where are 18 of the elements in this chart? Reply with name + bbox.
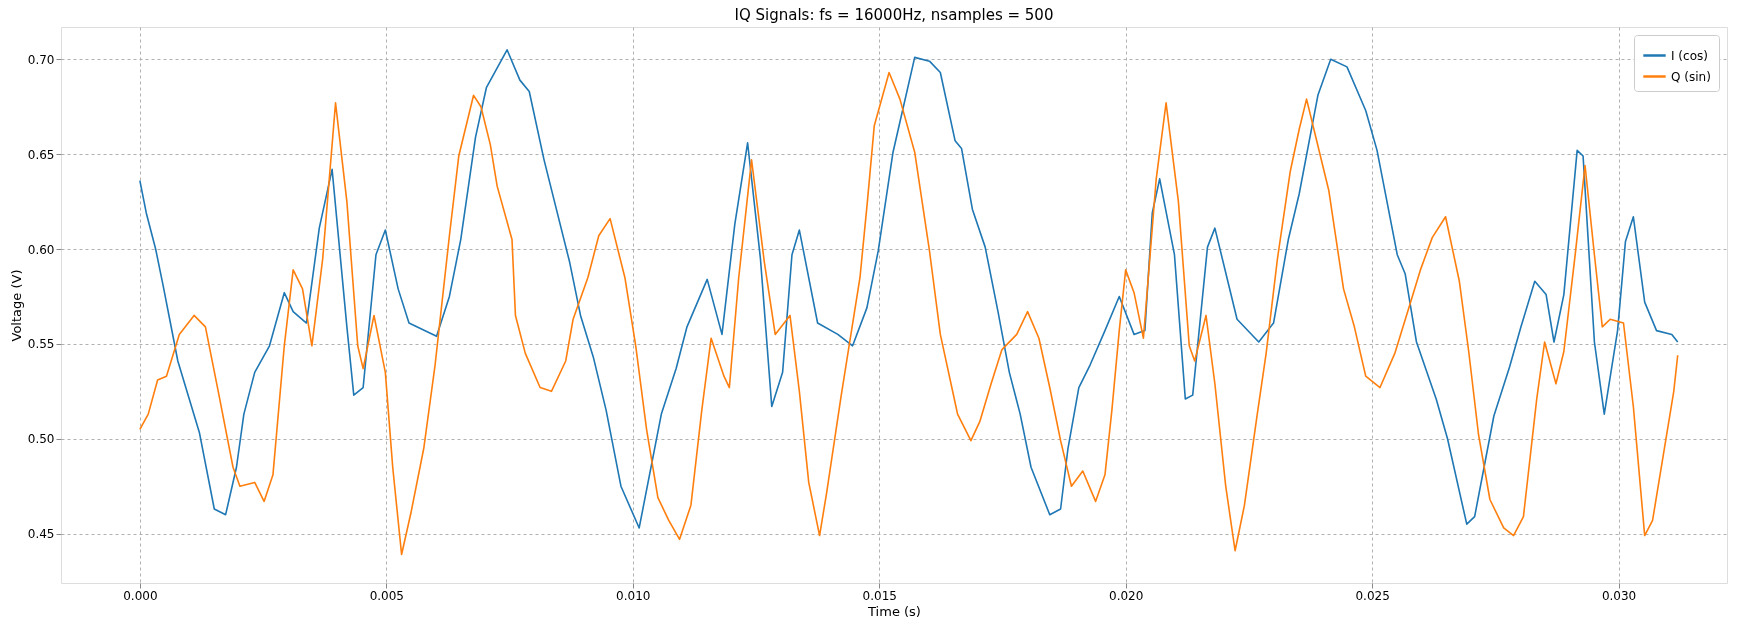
x-axis-title: Time (s) [867, 603, 921, 619]
y-axis-title: Voltage (V) [8, 269, 24, 342]
x-tick-label: 0.015 [862, 588, 897, 603]
legend-label: Q (sin) [1671, 69, 1711, 84]
legend-label: I (cos) [1671, 48, 1708, 63]
x-tick-label: 0.030 [1601, 588, 1637, 603]
x-tick-label: 0.020 [1108, 588, 1144, 603]
chart-title: IQ Signals: fs = 16000Hz, nsamples = 500 [734, 6, 1054, 24]
y-tick-label: 0.60 [27, 242, 55, 257]
x-tick-label: 0.010 [616, 588, 651, 603]
x-tick-label: 0.000 [123, 588, 158, 603]
x-tick-label: 0.005 [369, 588, 404, 603]
x-tick-label: 0.025 [1355, 588, 1390, 603]
y-tick-label: 0.50 [27, 432, 55, 447]
y-tick-label: 0.65 [27, 147, 55, 162]
y-tick-label: 0.55 [27, 337, 55, 352]
y-tick-label: 0.70 [27, 52, 55, 67]
y-tick-label: 0.45 [27, 527, 55, 542]
